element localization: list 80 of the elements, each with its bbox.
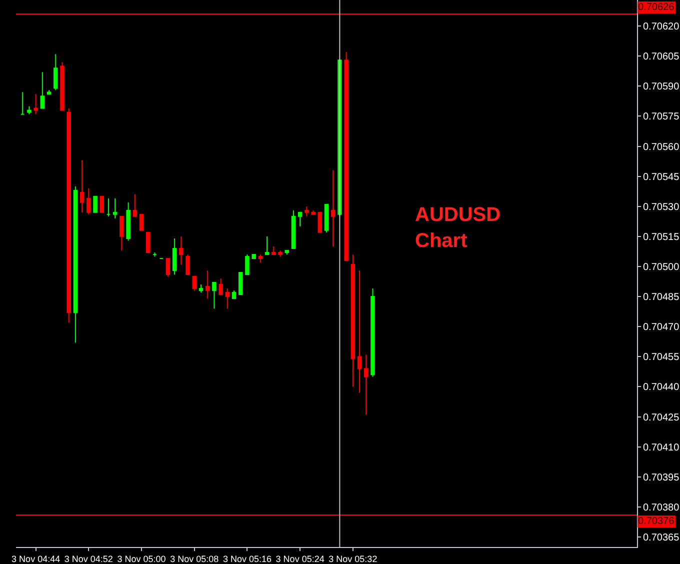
candlestick	[264, 236, 270, 255]
candlestick	[152, 252, 157, 257]
candlestick	[218, 278, 223, 296]
candlestick	[245, 254, 250, 275]
candlestick	[370, 288, 375, 378]
y-tick-label: 0.70590	[643, 82, 680, 93]
x-tick-label: 3 Nov 04:52	[64, 554, 113, 564]
candlestick	[272, 246, 276, 255]
y-tick-label: 0.70380	[643, 502, 680, 514]
candlestick	[172, 238, 177, 275]
x-tick-label: 3 Nov 05:08	[170, 554, 219, 564]
candlestick	[73, 186, 78, 344]
candlestick	[364, 354, 368, 416]
y-tick-label: 0.70395	[643, 472, 680, 484]
candlestick	[225, 288, 230, 310]
x-tick-label: 3 Nov 05:16	[222, 554, 272, 564]
ref-line-label: 0.70626	[638, 2, 675, 13]
y-tick-label: 0.70575	[643, 112, 680, 123]
candlestick	[311, 210, 316, 215]
ref-line-label: 0.70376	[638, 516, 675, 527]
candlestick	[20, 92, 25, 115]
candlestick	[132, 194, 138, 217]
y-tick-label: 0.70470	[643, 322, 680, 334]
y-tick-label: 0.70560	[643, 142, 680, 153]
candlestick	[330, 170, 336, 247]
candlestick	[258, 254, 263, 263]
candlestick	[350, 254, 356, 388]
y-tick-label: 0.70620	[643, 22, 680, 33]
x-tick-label: 3 Nov 05:00	[117, 554, 166, 564]
candlestick	[278, 250, 282, 257]
candlestick	[357, 270, 362, 394]
candlestick	[324, 204, 329, 233]
candlestick	[112, 198, 118, 219]
candlestick	[120, 216, 124, 251]
candlestick	[284, 250, 289, 255]
candlestick	[318, 212, 322, 233]
candlestick	[139, 214, 144, 231]
candlestick	[93, 196, 98, 213]
y-tick-label: 0.70455	[643, 352, 680, 364]
y-tick-label: 0.70545	[643, 172, 680, 183]
y-tick-label: 0.70425	[643, 412, 680, 424]
y-tick-label: 0.70485	[643, 292, 680, 304]
candlestick	[186, 254, 190, 275]
candlestick	[126, 202, 130, 241]
candlestick	[54, 54, 58, 91]
x-tick-label: 3 Nov 05:32	[328, 554, 378, 564]
candlestick	[344, 52, 348, 261]
candlestick	[291, 210, 296, 249]
candlestick	[238, 272, 243, 296]
candlestick	[146, 232, 150, 253]
annotation: AUDUSD Chart	[415, 204, 501, 252]
x-tick-label: 3 Nov 05:24	[276, 554, 324, 564]
candlestick	[198, 284, 204, 294]
candlestick	[179, 236, 184, 265]
candlestick	[212, 282, 216, 310]
candlestick	[106, 198, 111, 217]
x-tick-label: 3 Nov 04:44	[12, 554, 60, 564]
candlestick	[34, 94, 38, 115]
y-tick-label: 0.70440	[643, 382, 680, 394]
candlestick	[60, 62, 64, 111]
y-tick-label: 0.70365	[643, 532, 680, 544]
y-tick-label: 0.70530	[643, 202, 680, 213]
candlestick	[46, 90, 52, 95]
candlestick	[166, 258, 170, 278]
candlestick	[86, 188, 91, 215]
candlestick	[66, 108, 71, 324]
y-tick-label: 0.70410	[643, 442, 680, 454]
candlestick	[27, 106, 32, 115]
candlestick	[205, 270, 210, 300]
y-tick-label: 0.70515	[643, 232, 680, 243]
candlestick	[192, 276, 196, 292]
candlestick	[298, 212, 302, 227]
candlestick	[100, 196, 104, 213]
candlestick	[304, 206, 309, 217]
candlestick	[40, 72, 45, 109]
candlestick	[232, 290, 236, 300]
y-tick-label: 0.70605	[643, 52, 680, 63]
candlestick	[80, 160, 84, 213]
y-tick-label: 0.70500	[643, 262, 680, 273]
candlestick	[252, 254, 256, 259]
